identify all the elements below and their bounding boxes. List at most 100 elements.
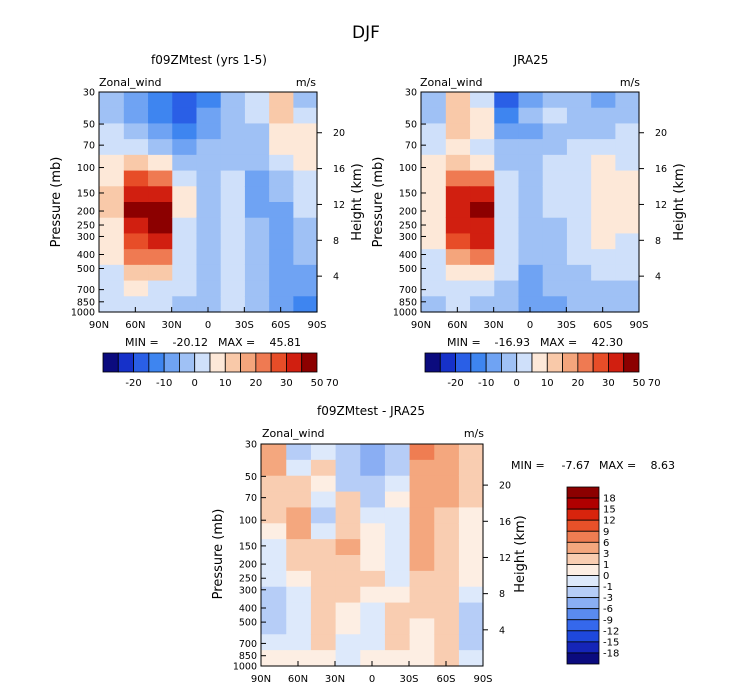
heatmap-cell bbox=[220, 154, 245, 172]
heatmap-cell bbox=[268, 280, 294, 297]
heatmap-cell bbox=[433, 586, 459, 604]
heatmap-cell bbox=[292, 92, 318, 109]
heatmap-cell bbox=[542, 154, 567, 172]
heatmap-cell bbox=[171, 92, 197, 109]
heatmap-cell bbox=[409, 618, 435, 635]
heatmap-cell bbox=[261, 459, 287, 477]
colorbar-label: 15 bbox=[603, 505, 616, 516]
heatmap-cell bbox=[123, 264, 149, 282]
heatmap-cell bbox=[566, 170, 592, 187]
heatmap-cell bbox=[384, 523, 410, 540]
heatmap-cell bbox=[542, 186, 567, 203]
heatmap-cell bbox=[409, 586, 435, 604]
y-tick-label: 250 bbox=[399, 221, 417, 232]
heatmap-cell bbox=[292, 139, 318, 156]
heatmap-cell bbox=[99, 107, 124, 125]
heatmap-cell bbox=[458, 586, 484, 604]
heatmap-cell bbox=[147, 264, 173, 282]
heatmap-cell bbox=[590, 154, 616, 172]
field-label: Zonal_wind bbox=[262, 427, 325, 440]
heatmap-cell bbox=[566, 123, 592, 140]
heatmap-cell bbox=[310, 570, 336, 588]
heatmap-cell bbox=[409, 539, 435, 556]
heatmap-cell bbox=[195, 154, 221, 172]
heatmap-cell bbox=[517, 186, 543, 203]
heatmap-cell bbox=[517, 264, 543, 282]
heatmap-cell bbox=[268, 154, 294, 172]
y2-tick-label: 8 bbox=[499, 589, 505, 600]
heatmap-cell bbox=[614, 249, 640, 266]
colorbar-swatch bbox=[133, 352, 150, 373]
y-tick-label: 70 bbox=[245, 493, 257, 504]
y-tick-label: 70 bbox=[405, 141, 417, 152]
heatmap-cell bbox=[261, 555, 287, 572]
colorbar-label: 3 bbox=[603, 549, 609, 560]
colorbar-swatch bbox=[179, 352, 196, 373]
heatmap-cell bbox=[469, 107, 495, 125]
heatmap-cell bbox=[590, 296, 616, 313]
colorbar-label: -9 bbox=[603, 615, 613, 626]
colorbar-swatch bbox=[566, 619, 600, 632]
heatmap-cell bbox=[285, 618, 311, 635]
y-tick-label: 500 bbox=[399, 264, 417, 275]
heatmap-cell bbox=[171, 202, 197, 219]
heatmap-cell bbox=[614, 280, 640, 297]
heatmap-cell bbox=[433, 570, 459, 588]
heatmap-cell bbox=[147, 170, 173, 187]
colorbar-label: 1 bbox=[603, 560, 609, 571]
colorbar-label: 70 bbox=[326, 378, 339, 389]
heatmap-cell bbox=[220, 264, 245, 282]
heatmap-cell bbox=[517, 92, 543, 109]
colorbar-swatch bbox=[501, 352, 518, 373]
y-tick-label: 1000 bbox=[233, 662, 257, 673]
heatmap-cell bbox=[359, 570, 385, 588]
heatmap-cell bbox=[195, 217, 221, 235]
heatmap-cell bbox=[220, 170, 245, 187]
heatmap-cell bbox=[409, 650, 435, 667]
x-tick-label: 90S bbox=[629, 320, 648, 331]
y-axis-height: 20 16 12 8 4 bbox=[317, 128, 345, 283]
heatmap-cell bbox=[445, 123, 471, 140]
heatmap-cell bbox=[147, 123, 173, 140]
y2-tick-label: 12 bbox=[655, 200, 667, 211]
heatmap-cell bbox=[409, 555, 435, 572]
heatmap-cell bbox=[469, 92, 495, 109]
max-value: 8.63 bbox=[651, 459, 676, 472]
heatmap-cell bbox=[99, 296, 124, 313]
heatmap-cell bbox=[195, 92, 221, 109]
colorbar-swatch bbox=[566, 552, 600, 565]
x-tick-label: 60S bbox=[593, 320, 612, 331]
heatmap-cell bbox=[285, 539, 311, 556]
colorbar-swatch bbox=[455, 352, 472, 373]
heatmap-cell bbox=[310, 555, 336, 572]
heatmap-cell bbox=[493, 154, 519, 172]
heatmap-cell bbox=[285, 586, 311, 604]
heatmap-cell bbox=[268, 217, 294, 235]
y-tick-label: 300 bbox=[399, 232, 417, 243]
y-axis-label: Pressure (mb) bbox=[211, 509, 226, 600]
heatmap-cell bbox=[123, 170, 149, 187]
colorbar-swatch bbox=[224, 352, 241, 373]
colorbar: -20 -10 0 10 20 30 50 70 bbox=[424, 352, 661, 389]
heatmap-cell bbox=[458, 507, 484, 524]
heatmap-cell bbox=[171, 107, 197, 125]
heatmap-cell bbox=[99, 217, 124, 235]
y-tick-label: 150 bbox=[239, 541, 257, 552]
heatmap-cell bbox=[421, 139, 446, 156]
colorbar-swatch bbox=[546, 352, 563, 373]
heatmap-cell bbox=[171, 139, 197, 156]
colorbar-label: 70 bbox=[648, 378, 661, 389]
colorbar-label: -18 bbox=[603, 648, 619, 659]
heatmap-cell bbox=[99, 280, 124, 297]
heatmap-cell bbox=[285, 650, 311, 667]
heatmap-cell bbox=[614, 202, 640, 219]
y-tick-label: 1000 bbox=[71, 308, 95, 319]
heatmap-cell bbox=[359, 618, 385, 635]
colorbar-label: 0 bbox=[603, 571, 609, 582]
y2-tick-label: 12 bbox=[499, 553, 511, 564]
heatmap-cell bbox=[359, 586, 385, 604]
heatmap-cell bbox=[261, 491, 287, 509]
heatmap-cell bbox=[384, 570, 410, 588]
heatmap-cell bbox=[268, 202, 294, 219]
heatmap-cell bbox=[493, 92, 519, 109]
